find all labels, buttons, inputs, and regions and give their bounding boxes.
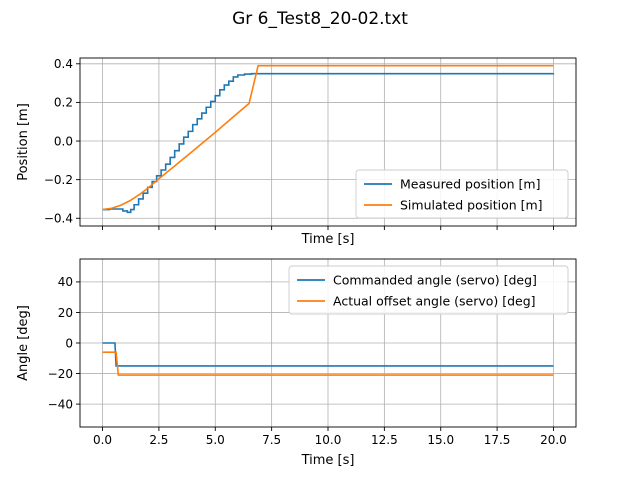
y-tick-label: 20 (58, 306, 73, 320)
x-tick-label: 5.0 (206, 433, 225, 447)
x-tick-label: 12.5 (371, 433, 398, 447)
y-tick-label: 0 (65, 336, 73, 350)
y-tick-label: −0.4 (44, 212, 73, 226)
series-line-blue (102, 72, 555, 214)
position-subplot: −0.4 −0.2 0.0 0.2 0.4 Time [s] Position [m] Mea… (16, 57, 577, 247)
legend: Measured position [m] Simulated position … (355, 169, 569, 219)
y-tick-label: −0.2 (44, 173, 73, 187)
y-tick-label: −20 (48, 367, 73, 381)
legend-label: Measured position [m] (400, 177, 540, 192)
x-axis-label: Time [s] (301, 232, 355, 247)
angle-subplot: 0.0 2.5 5.0 7.5 10.0 12.5 15.0 17.5 20.0 −40 −20 0 2… (16, 258, 577, 468)
series-line-orange (102, 351, 554, 376)
x-tick-label: 0.0 (93, 433, 112, 447)
y-tick-label: 0.2 (54, 96, 73, 110)
y-tick-label: 40 (58, 275, 73, 289)
x-tick-label: 20.0 (540, 433, 567, 447)
x-tick-label: 17.5 (484, 433, 511, 447)
x-axis-label: Time [s] (301, 453, 355, 468)
legend-label: Simulated position [m] (400, 198, 543, 213)
legend-box (288, 265, 569, 315)
legend-label: Actual offset angle (servo) [deg] (333, 294, 536, 309)
x-tick-label: 7.5 (262, 433, 281, 447)
x-tick-label: 2.5 (149, 433, 168, 447)
x-tick-label: 15.0 (427, 433, 454, 447)
y-tick-label: 0.0 (54, 134, 73, 148)
y-axis-label: Angle [deg] (16, 305, 31, 381)
y-tick-label: −40 (48, 397, 73, 411)
y-tick-label: 0.4 (54, 57, 73, 71)
legend-box (355, 169, 569, 219)
series-line-orange (102, 64, 554, 211)
y-axis-label: Position [m] (16, 103, 31, 181)
x-tick-label: 10.0 (315, 433, 342, 447)
figure-title: Gr 6_Test8_20-02.txt (232, 9, 408, 29)
legend: Commanded angle (servo) [deg] Actual offs… (288, 265, 569, 315)
legend-label: Commanded angle (servo) [deg] (333, 273, 537, 288)
